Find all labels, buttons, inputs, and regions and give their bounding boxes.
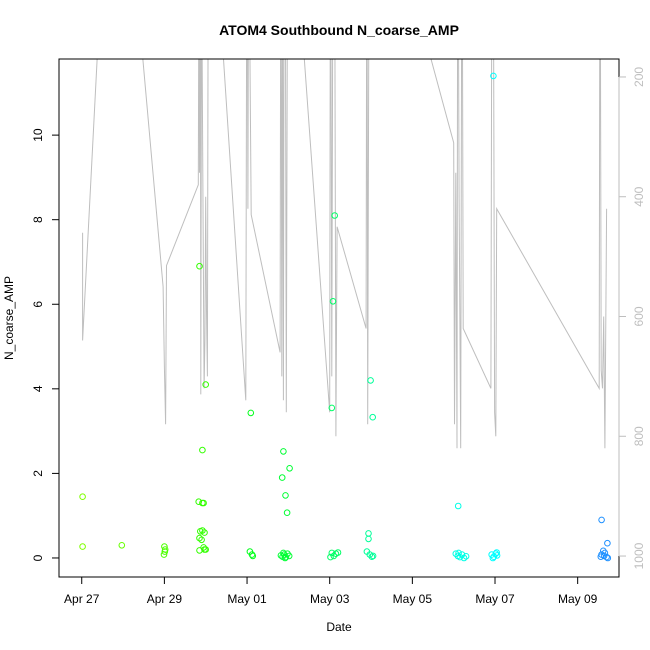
right-tick-label: 200 [632,67,646,87]
data-point [490,72,497,80]
data-point [161,543,168,550]
data-point [247,409,255,417]
right-tick-label: 400 [632,186,646,206]
data-point [462,553,470,560]
scatter-points [79,72,612,562]
x-tick-label: May 09 [558,592,598,606]
data-point [366,551,374,558]
data-point [248,551,256,558]
data-point [249,552,257,560]
data-point [328,404,336,412]
data-point [460,554,468,562]
data-point [367,377,374,384]
data-point [79,493,86,501]
data-point [331,212,339,219]
data-point [196,547,203,554]
y-axis-label: N_coarse_AMP [2,276,16,360]
data-point [369,413,377,421]
data-point [198,536,205,544]
data-point [604,539,611,547]
y-tick-label: 6 [31,301,45,308]
data-point [368,553,376,561]
y-tick-label: 8 [31,216,45,223]
y-axis: 0 2 4 6 8 10 [31,128,60,561]
data-point [199,527,206,534]
data-point [493,549,501,556]
data-point [601,549,609,557]
data-point [196,262,203,270]
data-point [369,552,377,560]
y-tick-label: 4 [31,385,45,392]
data-point [160,551,168,558]
data-point [280,448,287,455]
data-point [598,516,605,524]
data-point [286,465,293,472]
chart-title: ATOM4 Southbound N_coarse_AMP [219,22,459,38]
data-point [282,492,289,499]
data-point [604,554,612,562]
right-axis-line-series [82,59,608,449]
data-point [365,530,372,537]
data-point [330,552,338,560]
x-tick-label: May 03 [310,592,350,606]
data-point [202,381,209,388]
data-point [455,549,462,557]
data-point [118,542,126,549]
y-tick-label: 0 [31,554,45,561]
x-tick-label: May 05 [393,592,433,606]
data-point [597,553,605,561]
data-point [458,551,466,558]
x-tick-label: May 01 [227,592,267,606]
x-axis: Apr 27 Apr 29 May 01 May 03 May 05 May 07 May … [64,576,598,606]
data-point [281,554,289,562]
series-line [82,59,608,449]
data-point [365,535,372,543]
x-tick-label: Apr 29 [147,592,183,606]
data-point [199,446,206,454]
right-tick-label: 600 [632,306,646,326]
data-point [454,502,462,510]
right-tick-label: 800 [632,426,646,446]
right-tick-label: 1000 [632,542,646,569]
data-point [196,534,203,542]
y-tick-label: 2 [31,470,45,477]
x-axis-label: Date [326,620,352,634]
y-tick-label: 10 [31,128,45,142]
data-point [327,553,334,561]
plot-frame [58,58,620,578]
data-point [334,549,342,556]
data-point [161,548,169,555]
data-point [489,554,497,562]
data-point [452,550,460,558]
data-point [201,529,208,536]
x-tick-label: May 07 [475,592,515,606]
data-point [283,509,291,517]
data-point [278,474,286,481]
data-point [202,546,209,553]
x-tick-label: Apr 27 [64,592,100,606]
data-point [329,298,337,305]
right-axis: 200 400 600 800 1000 [618,67,646,569]
data-point [79,543,86,550]
data-point [200,499,207,507]
